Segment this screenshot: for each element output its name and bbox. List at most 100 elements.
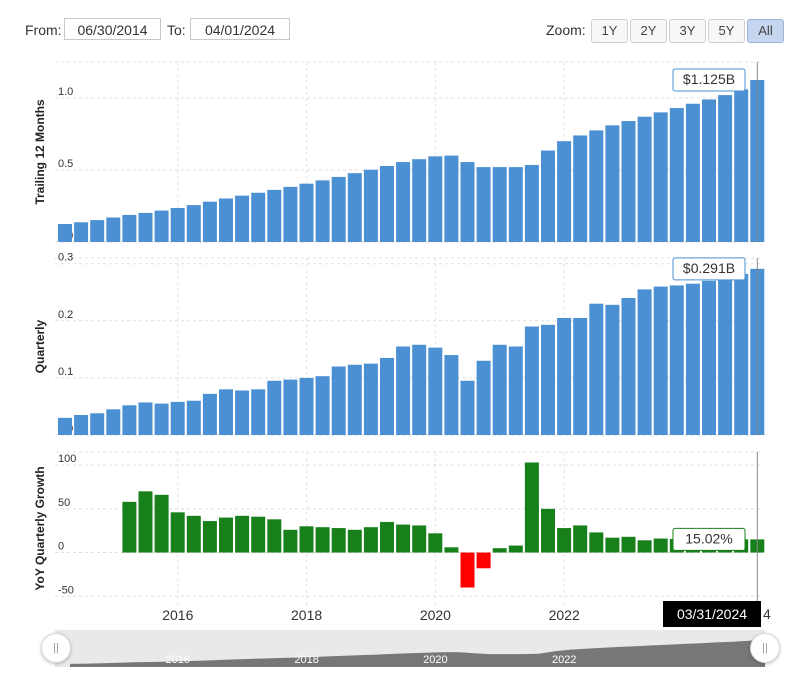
toolbar: From: 06/30/2014 To: 04/01/2024 Zoom: 1Y…	[0, 0, 810, 60]
bar	[637, 289, 652, 435]
bar	[396, 162, 411, 242]
bar	[138, 212, 153, 242]
crosshair-date-box	[663, 601, 761, 627]
bar	[508, 545, 523, 553]
bar	[396, 524, 411, 553]
bar	[380, 521, 394, 553]
to-label: To:	[167, 22, 186, 38]
bar	[718, 277, 733, 435]
navigator-tick-label: 2020	[423, 654, 447, 666]
bar	[331, 528, 346, 553]
bar	[605, 304, 620, 435]
bar	[122, 214, 137, 242]
bar	[734, 273, 749, 435]
bar	[202, 521, 217, 553]
bar	[492, 548, 507, 553]
bar	[299, 183, 314, 242]
bar	[363, 169, 378, 242]
zoom-label: Zoom:	[546, 22, 586, 38]
zoom-2y-button[interactable]: 2Y	[630, 19, 667, 43]
bar	[202, 201, 217, 242]
bar	[122, 405, 137, 435]
bar	[524, 326, 539, 435]
y-tick-label: 0	[58, 541, 64, 553]
bar	[219, 198, 233, 242]
zoom-all-button[interactable]: All	[747, 19, 784, 43]
bar	[347, 364, 362, 435]
navigator-tick-label: 2018	[294, 654, 318, 666]
tooltip-value: 15.02%	[685, 530, 732, 546]
bar	[524, 462, 539, 553]
bar	[573, 135, 588, 242]
bar	[685, 103, 700, 242]
bar	[347, 173, 362, 242]
bar	[396, 346, 411, 435]
bar	[170, 208, 185, 242]
bar	[444, 355, 459, 435]
bar	[186, 400, 201, 435]
tooltip-value: $1.125B	[683, 71, 735, 87]
bar	[331, 176, 346, 242]
bar	[106, 409, 121, 435]
navigator-right-handle[interactable]: ||	[750, 633, 780, 663]
bar	[299, 377, 314, 435]
bar	[412, 525, 427, 553]
bar	[219, 389, 233, 435]
zoom-5y-button[interactable]: 5Y	[708, 19, 745, 43]
bar	[412, 159, 427, 242]
navigator-left-handle[interactable]: ||	[41, 633, 71, 663]
y-tick-label: 100	[58, 453, 76, 465]
bar	[251, 192, 266, 242]
bar	[283, 379, 298, 435]
bar	[380, 165, 394, 242]
bar	[444, 547, 459, 553]
bar	[186, 515, 201, 553]
navigator-tick-label: 2022	[552, 654, 576, 666]
y-axis-label: YoY Quarterly Growth	[33, 466, 47, 590]
bar	[138, 402, 153, 435]
bar	[669, 285, 684, 435]
bar	[58, 224, 72, 242]
bar	[74, 222, 89, 242]
bar	[621, 121, 636, 242]
y-tick-label: 1.0	[58, 86, 73, 98]
zoom-3y-button[interactable]: 3Y	[669, 19, 706, 43]
tooltip-box	[672, 68, 746, 92]
bar	[90, 413, 105, 435]
bar	[154, 403, 169, 435]
from-date-input[interactable]: 06/30/2014	[64, 18, 161, 40]
bar	[235, 195, 250, 242]
y-tick-label: 0.3	[58, 252, 73, 264]
bar	[702, 280, 716, 435]
x-tick-label: 2020	[420, 607, 451, 623]
bar	[331, 366, 346, 435]
bar	[702, 99, 716, 242]
bar	[235, 390, 250, 435]
bar	[589, 130, 604, 242]
bar	[653, 538, 668, 553]
bar	[541, 150, 555, 242]
bar	[219, 517, 233, 553]
bar	[58, 417, 72, 435]
bar	[573, 525, 588, 553]
bar	[283, 529, 298, 553]
to-date-input[interactable]: 04/01/2024	[190, 18, 290, 40]
bar	[460, 162, 475, 242]
bar	[251, 389, 266, 435]
bar	[621, 297, 636, 435]
y-axis-label: Quarterly	[33, 319, 47, 373]
bar	[428, 156, 443, 242]
bar	[476, 167, 491, 242]
bar	[476, 360, 491, 435]
bar	[653, 286, 668, 435]
bar	[557, 317, 572, 435]
y-tick-label: 0.2	[58, 309, 73, 321]
bar	[637, 540, 652, 553]
bar	[315, 376, 330, 435]
zoom-1y-button[interactable]: 1Y	[591, 19, 628, 43]
bar	[589, 532, 604, 553]
bar	[122, 501, 137, 553]
crosshair-date-label: 03/31/2024	[677, 606, 747, 622]
tooltip-box	[672, 527, 746, 551]
